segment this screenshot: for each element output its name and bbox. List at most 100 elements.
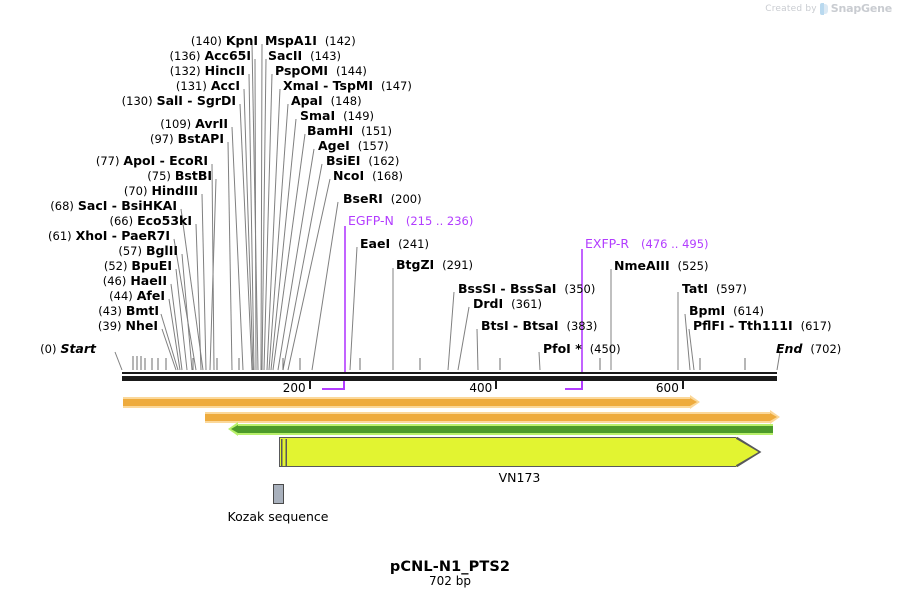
enzyme-label[interactable]: XmaI - TspMI (147) [283,78,412,93]
enzyme-name: AgeI [318,138,350,153]
enzyme-name: HindIII [151,183,198,198]
enzyme-label-layer: (140) KpnI MspA1I (142) (136) Acc65I SacII … [0,33,842,356]
enzyme-position: (144) [336,64,367,78]
enzyme-name: ApaI [291,93,323,108]
enzyme-label[interactable]: (77) ApoI - EcoRI [0,153,208,168]
enzyme-position: (148) [330,94,362,108]
feature-orange-feature-1[interactable] [123,395,700,409]
enzyme-label[interactable]: BseRI (200) [343,192,422,206]
page-title: pCNL-N1_PTS2 [389,559,511,575]
enzyme-label[interactable]: (66) Eco53kI [0,213,193,228]
terminal-position: (702) [810,342,842,356]
enzyme-label[interactable]: (70) HindIII [0,183,198,198]
enzyme-position: (241) [398,237,429,251]
ruler-tick-label: 200 [282,381,306,395]
primer-bracket-tick [580,381,583,390]
enzyme-position: (149) [343,109,375,123]
enzyme-label[interactable]: BtsI - BtsaI (383) [481,319,598,333]
enzyme-label[interactable]: ApaI (148) [291,93,362,108]
primer-label-egfp-n[interactable]: EGFP-N (215 .. 236) [348,214,473,228]
enzyme-label[interactable]: (52) BpuEI [0,259,172,273]
enzyme-position: (97) [149,132,174,146]
primer-bracket-exfp-r[interactable] [565,381,583,390]
enzyme-label[interactable]: PspOMI (144) [275,64,367,78]
enzyme-label[interactable]: SacII (143) [268,49,341,63]
enzyme-name: AfeI [136,288,165,303]
enzyme-label[interactable]: (44) AfeI [0,288,165,303]
kozak-sequence-marker[interactable] [273,484,284,504]
enzyme-label[interactable]: (43) BmtI [0,304,159,318]
snapgene-logo-icon [819,2,828,15]
cds-arrowhead [736,437,762,467]
enzyme-label[interactable]: (57) BglII [0,244,178,258]
enzyme-position: (525) [677,259,709,273]
enzyme-label[interactable]: NcoI (168) [333,169,403,183]
enzyme-label[interactable]: (132) HincII [0,63,245,78]
feature-arrowhead-fill [770,413,777,421]
enzyme-position: (157) [357,139,389,153]
enzyme-position: (383) [566,319,598,333]
terminal-name: Start [60,341,96,356]
enzyme-name: BamHI [307,123,354,138]
ruler-tick-label: 400 [469,381,493,395]
enzyme-name: XmaI - TspMI [283,78,373,93]
enzyme-label[interactable]: SmaI (149) [300,108,375,123]
enzyme-label[interactable]: MspA1I (142) [265,34,356,48]
enzyme-label[interactable]: (97) BstAPI [0,132,224,146]
enzyme-name: Eco53kI [137,213,192,228]
feature-body [123,397,690,408]
enzyme-name: PfoI * [543,341,582,356]
enzyme-label[interactable]: (61) XhoI - PaeR7I [0,229,170,243]
ruler-tick [308,381,311,389]
enzyme-label[interactable]: (140) KpnI [0,33,258,48]
plasmid-size: 702 bp [429,574,471,588]
primer-bracket-egfp-n[interactable] [322,381,345,390]
primer-label-exfp-r[interactable]: EXFP-R (476 .. 495) [585,236,709,251]
enzyme-label[interactable]: BsiEI (162) [326,153,399,168]
enzyme-position: (77) [95,154,120,168]
enzyme-position: (43) [98,304,122,318]
enzyme-name: HincII [204,63,245,78]
enzyme-label[interactable]: (109) AvrII [0,117,228,131]
enzyme-position: (109) [160,117,192,131]
enzyme-name: ApoI - EcoRI [123,153,208,168]
enzyme-label[interactable]: PfoI * (450) [543,341,621,356]
enzyme-label[interactable]: PflFI - Tth111I (617) [693,319,832,333]
feature-orange-feature-2[interactable] [205,410,780,424]
ruler-tick-label: 600 [655,381,679,395]
primer-name: EXFP-R [585,236,630,251]
enzyme-name: AccI [210,78,240,93]
ruler-tick [681,381,684,389]
enzyme-label[interactable]: BpmI (614) [689,304,764,318]
enzyme-position: (291) [442,258,474,272]
enzyme-label[interactable]: NmeAIII (525) [614,259,709,273]
enzyme-label[interactable]: BssSI - BssSaI (350) [458,282,595,296]
enzyme-position: (200) [390,192,422,206]
enzyme-label[interactable]: (136) Acc65I [0,49,251,63]
enzyme-position: (131) [175,79,207,93]
enzyme-position: (61) [48,229,72,243]
enzyme-label[interactable]: (75) BstBI [0,169,212,183]
enzyme-position: (597) [715,282,747,296]
enzyme-label[interactable]: EaeI (241) [360,237,429,251]
enzyme-label[interactable]: AgeI (157) [318,138,389,153]
enzyme-name: SacI - BsiHKAI [77,198,177,213]
enzyme-name: BsiEI [326,153,361,168]
enzyme-label[interactable]: BtgZI (291) [396,257,474,272]
enzyme-name: KpnI [225,33,258,48]
enzyme-label[interactable]: TatI (597) [682,281,747,296]
enzyme-name: BtgZI [396,257,435,272]
enzyme-label[interactable]: (130) SalI - SgrDI [0,94,236,108]
enzyme-label[interactable]: (46) HaeII [0,274,167,288]
enzyme-label[interactable]: BamHI (151) [307,123,392,138]
terminal-position: (0) [40,342,57,356]
enzyme-label[interactable]: (39) NheI [0,319,158,333]
enzyme-label[interactable]: (68) SacI - BsiHKAI [0,198,177,213]
feature-green-feature[interactable] [228,422,773,436]
cds-body [279,437,736,467]
enzyme-name: SmaI [300,108,336,123]
enzyme-label[interactable]: (131) AccI [0,78,240,93]
enzyme-name: TatI [682,281,708,296]
feature-cds-vn173[interactable] [279,437,762,467]
enzyme-label[interactable]: DrdI (361) [473,297,542,311]
